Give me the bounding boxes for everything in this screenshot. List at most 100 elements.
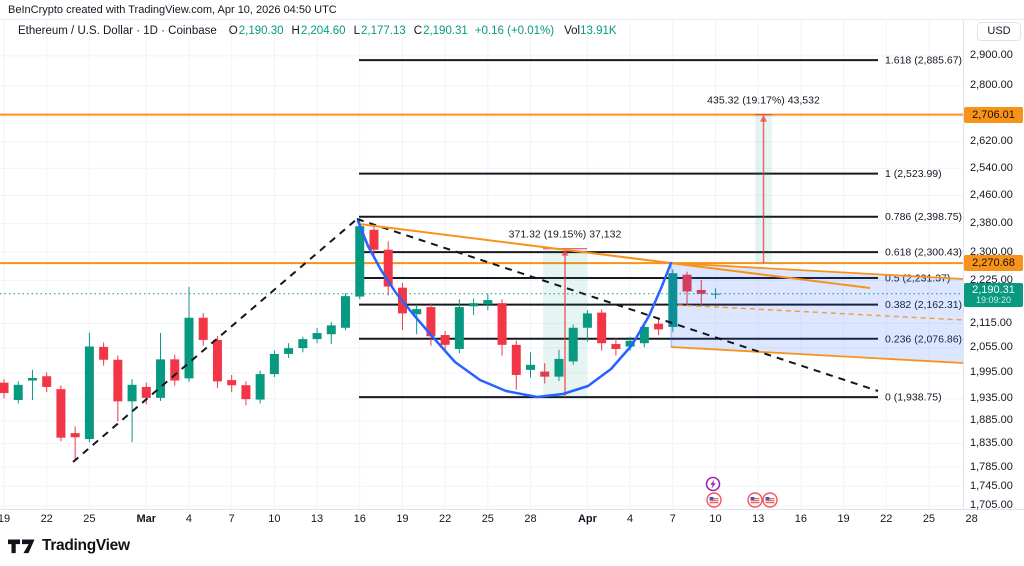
candle-body [440,335,450,345]
ray-price-badge: 2,270.68 [964,255,1023,272]
price-axis-label: 1,785.00 [970,460,1013,473]
candle-body [255,374,265,400]
close-label: C [413,25,423,37]
candle-body [639,326,649,344]
candle-body [568,327,578,362]
candle-body [241,385,251,400]
us-flag-event-icon[interactable] [706,492,722,508]
candle-body [483,300,493,305]
rising-support-dashed [72,218,358,463]
measure-arrow-icon [561,248,569,256]
plot-area: 1.618 (2,885.67) 1 (2,523.99) 0.786 (2,398… [0,21,963,509]
cup-arc-curve [356,219,673,399]
price-axis-label: 2,380.00 [970,216,1013,229]
time-axis-label: 22 [439,513,452,525]
price-axis-label: 2,800.00 [970,79,1013,92]
price-axis-label: 1,935.00 [970,392,1013,405]
price-axis-label: 2,300.00 [970,245,1013,258]
candle-body [99,346,109,360]
price-axis-label: 1,885.00 [970,414,1013,427]
candle-body [127,384,137,402]
time-axis-label: 10 [709,513,722,525]
candle-body [540,371,550,377]
channel-bottom-line [670,346,963,364]
candle-body [611,344,621,349]
falling-resistance-dashed [356,218,879,392]
us-flag-event-icon[interactable] [762,492,778,508]
low-label: L [353,25,360,37]
price-axis-label: 2,115.00 [970,316,1013,329]
time-axis-label: 22 [880,513,893,525]
bar-countdown: 19:09:20 [975,294,1012,305]
candle-body [682,274,692,292]
time-axis-label: 4 [627,513,634,525]
candle-body [341,296,351,328]
price-axis-separator [963,21,964,509]
candle-body [355,226,365,297]
candle-body [454,307,464,349]
time-axis-label: 25 [83,513,96,525]
candle-body [312,333,322,340]
us-flag-event-icon[interactable] [747,492,763,508]
measure-label: 435.32 (19.17%) 43,532 [707,95,820,107]
candle-body [212,339,222,382]
time-axis-label: 16 [353,513,366,525]
time-axis-label: 19 [396,513,409,525]
candle-body [42,376,52,387]
volume-label: Vol [564,25,581,37]
currency-toggle[interactable]: USD [977,22,1021,41]
change-value: +0.16 (+0.01%) [474,25,555,37]
current-price-value: 2,190.31 [972,283,1015,296]
measure-arrow-icon [760,114,767,122]
candle-body [298,339,308,349]
symbol-legend: Ethereum / U.S. Dollar · 1D · Coinbase O2… [18,25,617,37]
candle-body [412,309,422,315]
time-axis-label: 16 [794,513,807,525]
candle-body [0,382,9,394]
candle-body [27,377,37,381]
price-axis-label: 1,745.00 [970,479,1013,492]
high-label: H [291,25,300,37]
candle-body [184,317,194,379]
candle-body [156,359,166,398]
candle-body [326,325,336,335]
price-axis-label: 1,835.00 [970,437,1013,450]
fib-level-label: 1.618 (2,885.67) [885,55,962,67]
channel-top-line [670,262,963,280]
lightning-event-icon[interactable] [705,476,721,492]
candle-body [13,384,23,401]
time-axis-label: 19 [0,513,11,525]
time-axis-label: 25 [481,513,494,525]
price-axis-label: 1,995.00 [970,366,1013,379]
candle-body [284,348,294,354]
tradingview-logo[interactable]: TradingView [8,537,130,555]
price-axis-label: 2,540.00 [970,161,1013,174]
price-axis-label: 2,055.00 [970,341,1013,354]
candle-body [141,386,151,398]
time-axis-label: 19 [837,513,850,525]
candle-body [383,249,393,287]
candle-body [56,389,66,438]
candle-body [554,358,564,377]
price-axis-label: 2,460.00 [970,188,1013,201]
candle-body [269,353,279,375]
candle-body [668,273,678,327]
candle-body [511,344,521,375]
candle-body [582,313,592,328]
fib-level-label: 0.786 (2,398.75) [885,211,962,223]
time-axis-label: 28 [524,513,537,525]
time-axis-label: 4 [185,513,193,525]
close-value: 2,190.31 [423,25,468,37]
orange-trendline [358,223,871,289]
time-axis-label: 7 [669,513,676,525]
attribution-text: BeInCrypto created with TradingView.com,… [8,4,337,16]
candle-body [497,303,507,345]
fib-level-label: 0.618 (2,300.43) [885,247,962,259]
ray-price-badge: 2,706.01 [964,106,1023,123]
candle-body [526,364,536,370]
volume-value: 13.91K [580,25,617,37]
candle-body [426,307,436,337]
fib-level-label: 0 (1,938.75) [885,392,942,404]
